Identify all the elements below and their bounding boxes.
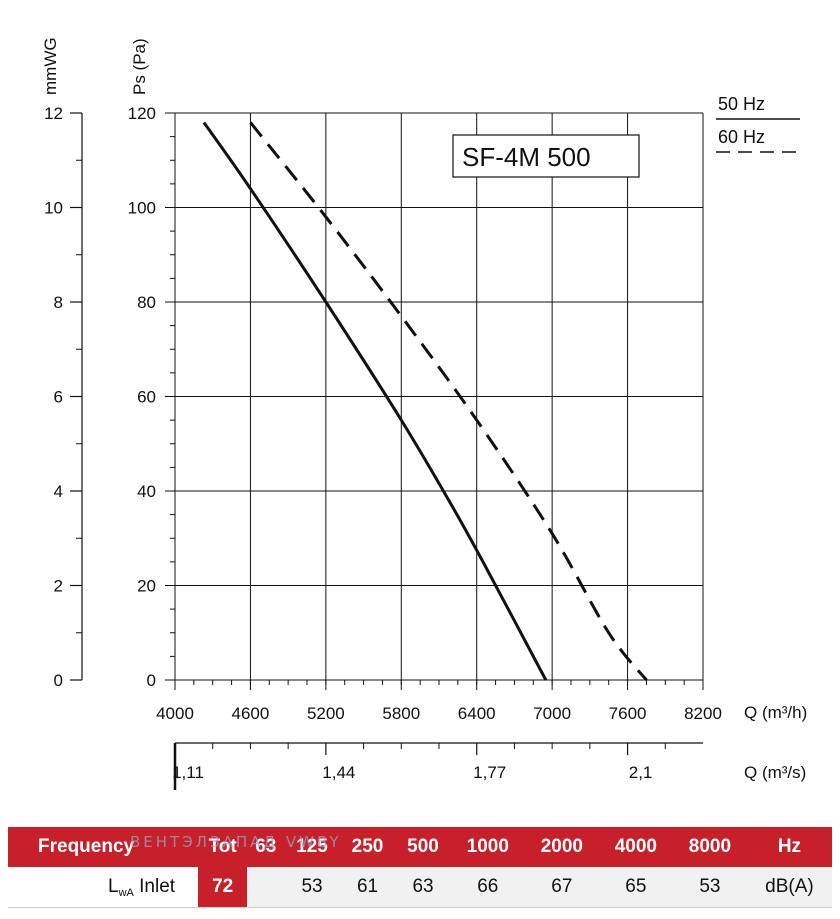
header-2000: 2000 xyxy=(524,827,599,867)
row-label-sub: wA xyxy=(118,886,134,899)
legend: 50 Hz 60 Hz xyxy=(716,94,800,153)
header-tot: Tot xyxy=(198,827,248,867)
header-8000: 8000 xyxy=(672,827,747,867)
value-1000: 66 xyxy=(450,867,525,908)
grid-lines xyxy=(165,112,704,690)
performance-curves xyxy=(202,121,648,681)
y-axis-ticks: 0 20 40 60 80 100 120 xyxy=(128,104,156,690)
m3s-tick-label: 1,11 xyxy=(172,763,204,782)
mmwg-axis: 0 2 4 6 8 10 12 xyxy=(44,104,83,690)
mmwg-tick-label: 0 xyxy=(54,671,63,690)
noise-header-row: Frequency Tot 63 125 250 500 1000 2000 4… xyxy=(8,827,832,867)
x-axis-title: Q (m³/h) xyxy=(744,703,807,722)
header-4000: 4000 xyxy=(598,827,673,867)
y2-axis-title: mmWG xyxy=(41,37,60,95)
y-tick-label: 80 xyxy=(137,293,156,312)
value-tot: 72 xyxy=(198,867,248,908)
noise-inlet-row: LwA Inlet 72 53 61 63 66 67 65 53 dB(A) xyxy=(8,867,832,908)
legend-60hz-label: 60 Hz xyxy=(718,127,765,147)
noise-table: Frequency Tot 63 125 250 500 1000 2000 4… xyxy=(8,827,832,908)
header-125: 125 xyxy=(284,827,340,867)
mmwg-tick-label: 4 xyxy=(54,482,63,501)
row-label-lwa-inlet: LwA Inlet xyxy=(8,867,198,908)
m3s-tick-label: 1,44 xyxy=(322,763,355,782)
x-tick-label: 7600 xyxy=(609,704,647,723)
y-tick-label: 100 xyxy=(128,199,156,218)
legend-50hz-label: 50 Hz xyxy=(718,94,765,114)
x-tick-label: 5200 xyxy=(307,704,345,723)
y-tick-label: 20 xyxy=(137,577,156,596)
fan-curve-chart: 0 2 4 6 8 10 12 0 20 40 60 80 100 120 4000 4600 5200 58… xyxy=(41,37,807,790)
y-axis-title: Ps (Pa) xyxy=(130,38,149,95)
x-axis-ticks: 4000 4600 5200 5800 6400 7000 7600 8200 xyxy=(156,704,722,723)
m3s-tick-label: 1,77 xyxy=(473,763,506,782)
row-label-main: L xyxy=(108,875,119,897)
y-tick-label: 40 xyxy=(137,482,156,501)
header-63: 63 xyxy=(247,827,285,867)
secondary-x-axis: 1,11 1,44 1,77 2,1 xyxy=(172,742,703,790)
curve-60hz xyxy=(249,121,648,681)
watermark: ВЕНТЭЛЗАПАД VWBY xyxy=(130,833,342,851)
y-tick-label: 0 xyxy=(147,671,156,690)
value-63 xyxy=(247,867,285,908)
value-4000: 65 xyxy=(598,867,673,908)
m3s-tick-label: 2,1 xyxy=(629,763,653,782)
value-2000: 67 xyxy=(524,867,599,908)
header-1000: 1000 xyxy=(450,827,525,867)
x2-axis-title: Q (m³/s) xyxy=(744,763,806,782)
mmwg-tick-label: 8 xyxy=(54,293,63,312)
x-tick-label: 5800 xyxy=(382,704,420,723)
model-label-box: SF-4M 500 xyxy=(452,134,640,178)
value-500: 63 xyxy=(395,867,451,908)
value-unit: dB(A) xyxy=(746,867,832,908)
x-tick-label: 4600 xyxy=(232,704,270,723)
y-tick-label: 120 xyxy=(128,104,156,123)
row-label-suffix: Inlet xyxy=(139,875,176,897)
header-250: 250 xyxy=(339,827,396,867)
mmwg-tick-label: 10 xyxy=(44,199,63,218)
y-tick-label: 60 xyxy=(137,388,156,407)
header-hz: Hz xyxy=(746,827,832,867)
x-tick-label: 4000 xyxy=(156,704,194,723)
chart-title: SF-4M 500 xyxy=(462,142,591,172)
mmwg-tick-label: 6 xyxy=(54,388,63,407)
frequency-header: Frequency xyxy=(8,827,198,867)
x-tick-label: 8200 xyxy=(684,704,722,723)
mmwg-tick-label: 12 xyxy=(44,104,63,123)
mmwg-tick-label: 2 xyxy=(54,577,63,596)
value-250: 61 xyxy=(339,867,396,908)
curve-50hz xyxy=(202,121,548,681)
header-500: 500 xyxy=(395,827,451,867)
value-8000: 53 xyxy=(672,867,747,908)
value-125: 53 xyxy=(284,867,340,908)
noise-table-section: Frequency Tot 63 125 250 500 1000 2000 4… xyxy=(0,827,840,919)
x-tick-label: 6400 xyxy=(458,704,496,723)
x-tick-label: 7000 xyxy=(533,704,571,723)
